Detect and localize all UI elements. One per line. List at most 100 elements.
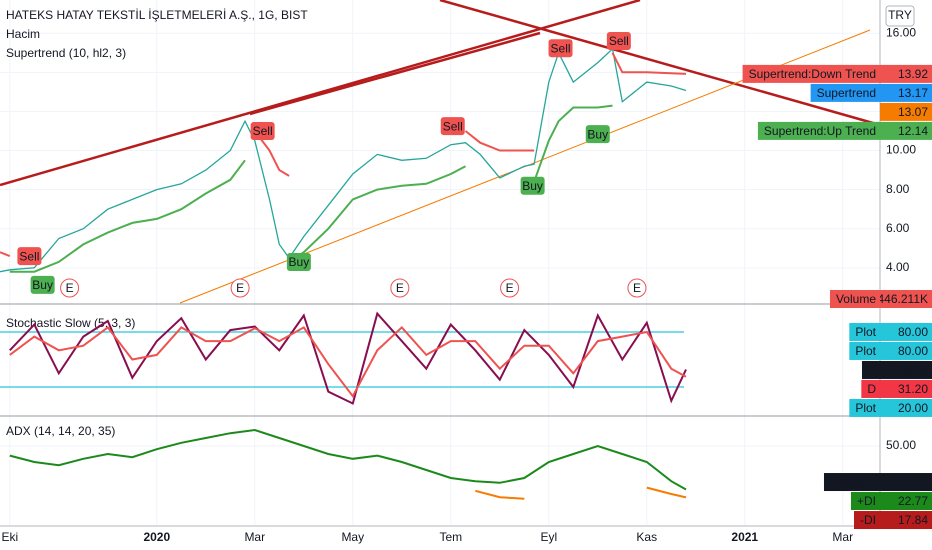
price-value: 80.00 (898, 325, 928, 339)
price-name: Plot (855, 344, 876, 358)
volume-name: Volume (836, 292, 876, 306)
x-tick-label: 2021 (731, 530, 758, 544)
event-label: E (66, 281, 74, 295)
y-tick-label: 8.00 (886, 182, 910, 196)
price-name-box (854, 511, 880, 530)
signal-text: Sell (443, 119, 463, 133)
price-name-box (861, 360, 880, 379)
price-name-box (849, 341, 880, 360)
volume-box (880, 290, 932, 308)
price-box (880, 83, 932, 102)
signal-label (548, 39, 573, 58)
x-tick-label: Mar (244, 530, 265, 544)
volume-title: Hacim (6, 27, 40, 41)
y-tick-label: 10.00 (886, 143, 916, 157)
signal-label (585, 125, 610, 144)
signal-text: Sell (551, 41, 571, 55)
price-name: Plot (855, 401, 876, 415)
price-box (880, 492, 932, 511)
pane-title: Stochastic Slow (5, 3, 3) (6, 316, 135, 330)
price-box (880, 102, 932, 121)
x-tick-label: Eki (1, 530, 18, 544)
price-value: 31.20 (898, 382, 928, 396)
series-line (9, 428, 687, 491)
x-tick-label: 2020 (143, 530, 170, 544)
event-label: E (396, 281, 404, 295)
price-name: D (867, 382, 876, 396)
price-name-box (861, 379, 880, 398)
signal-label (520, 176, 545, 195)
price-name: Plot (855, 325, 876, 339)
pane-title: ADX (14, 14, 20, 35) (6, 424, 115, 438)
series-line (9, 104, 613, 273)
price-box (880, 121, 932, 140)
signal-label (30, 275, 55, 294)
price-name: Cross Di (830, 475, 876, 489)
trend-line (439, 0, 881, 127)
event-marker (60, 278, 80, 298)
event-label: E (236, 281, 244, 295)
signal-label (17, 247, 42, 266)
price-box (880, 360, 932, 379)
price-box (880, 64, 932, 83)
price-box (880, 341, 932, 360)
price-box (880, 511, 932, 530)
trend-line (0, 0, 641, 187)
signal-label (286, 252, 311, 271)
price-name: Supertrend:Up Trend (764, 124, 876, 138)
price-name-box (742, 64, 880, 83)
price-name: K (868, 363, 876, 377)
price-value: 27.46 (898, 475, 928, 489)
x-tick-label: Mar (832, 530, 853, 544)
price-box (880, 379, 932, 398)
series-line (0, 52, 687, 258)
price-value: 39.05 (898, 363, 928, 377)
y-tick-label: 16.00 (886, 25, 916, 39)
price-name-box (849, 322, 880, 341)
event-label: E (633, 281, 641, 295)
x-tick-label: Kas (636, 530, 657, 544)
event-marker (627, 278, 647, 298)
signal-text: Sell (253, 124, 273, 138)
series-line (0, 47, 687, 273)
price-value: 12.14 (898, 124, 928, 138)
price-box (880, 322, 932, 341)
signal-label (440, 117, 465, 136)
signal-label (250, 121, 275, 140)
y-tick-label: 50.00 (886, 438, 916, 452)
price-box (880, 398, 932, 417)
price-name-box (850, 492, 880, 511)
currency-box[interactable] (885, 5, 915, 27)
price-name-box (757, 121, 880, 140)
price-value: 20.00 (898, 401, 928, 415)
series-line (475, 486, 687, 500)
price-name: Supertrend:Down Trend (749, 67, 876, 81)
price-box (880, 473, 932, 492)
event-label: E (506, 281, 514, 295)
signal-text: Buy (289, 255, 310, 269)
signal-text: Sell (19, 249, 39, 263)
price-name: Supertrend (817, 86, 876, 100)
y-tick-label: 4.00 (886, 260, 910, 274)
price-value: 22.77 (898, 494, 928, 508)
trend-line (249, 31, 541, 116)
x-tick-label: Tem (439, 530, 462, 544)
currency[interactable]: TRY (888, 8, 912, 22)
price-name: -DI (860, 513, 876, 527)
event-marker (500, 278, 520, 298)
signal-text: Buy (587, 127, 608, 141)
volume-name-box (829, 290, 880, 308)
price-value: 13.17 (898, 86, 928, 100)
x-tick-label: May (341, 530, 364, 544)
price-value: 13.07 (898, 105, 928, 119)
price-name-box (823, 473, 880, 492)
x-tick-label: Eyl (540, 530, 557, 544)
price-value: 80.00 (898, 344, 928, 358)
price-name-box (849, 398, 880, 417)
indicator-title: Supertrend (10, hl2, 3) (6, 46, 126, 60)
signal-text: Sell (609, 34, 629, 48)
volume-value: 446.211K (878, 292, 929, 306)
signal-text: Buy (522, 179, 543, 193)
